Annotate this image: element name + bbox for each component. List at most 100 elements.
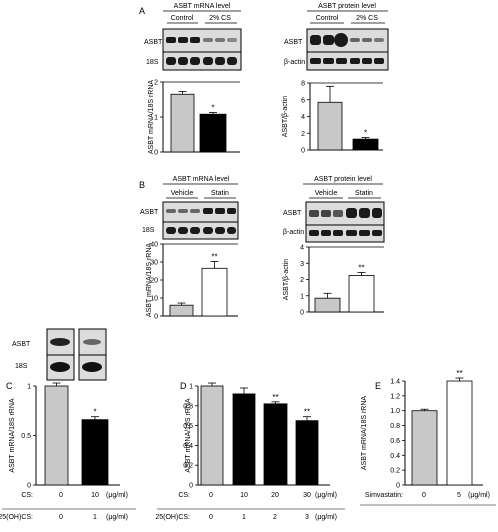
blot-row-label: ASBT bbox=[140, 209, 159, 216]
y-tick-label: 0 bbox=[301, 148, 305, 155]
blot-group-label: 2% CS bbox=[356, 15, 378, 22]
y-axis-label: ASBT mRNA/18S rRNA bbox=[185, 398, 192, 472]
condition-unit: (μg/ml) bbox=[468, 492, 490, 499]
blot-row-label: ASBT bbox=[284, 39, 303, 46]
blot-row-label: β-actin bbox=[284, 59, 305, 66]
bar bbox=[348, 275, 375, 313]
y-tick-label: 1 bbox=[154, 115, 158, 122]
condition-label: 25(OH)CS: bbox=[155, 514, 190, 521]
condition-label: CS: bbox=[21, 492, 33, 499]
y-tick-label: 0.6 bbox=[390, 438, 400, 445]
y-tick-label: 3 bbox=[300, 261, 304, 268]
blot-group-label: Control bbox=[171, 15, 194, 22]
condition-value: 0 bbox=[209, 492, 213, 499]
blot-group-label: Vehicle bbox=[315, 190, 338, 197]
condition-value: 1 bbox=[93, 514, 97, 521]
y-tick-label: 1 bbox=[300, 293, 304, 300]
bar-chart-a-right: 0 2 4 6 8 ASBT/β-actin * bbox=[282, 81, 383, 155]
y-tick-label: 1.4 bbox=[390, 379, 400, 386]
y-axis-label: ASBT/β-actin bbox=[283, 259, 290, 300]
blot-b-protein: ASBT protein level Vehicle Statin ASBT β… bbox=[283, 176, 385, 243]
condition-value: 20 bbox=[271, 492, 279, 499]
condition-value: 0 bbox=[422, 492, 426, 499]
y-tick-label: 10 bbox=[150, 296, 158, 303]
bar bbox=[170, 93, 195, 153]
y-tick-label: 4 bbox=[300, 245, 304, 252]
significance-marker: ** bbox=[211, 252, 217, 261]
condition-value: 0 bbox=[59, 514, 63, 521]
y-axis-label: ASBT mRNA/18S rRNA bbox=[146, 243, 153, 317]
condition-value: 10 bbox=[240, 492, 248, 499]
blot-a-protein: ASBT protein level Control 2% CS ASBT β-… bbox=[284, 3, 389, 71]
panel-letter-b: B bbox=[139, 180, 145, 190]
bar bbox=[200, 385, 224, 486]
blot-group-label: Statin bbox=[211, 190, 229, 197]
y-tick-label: 30 bbox=[150, 260, 158, 267]
blot-row-label: ASBT bbox=[283, 210, 302, 217]
blot-b-mrna: ASBT mRNA level Vehicle Statin ASBT 18S bbox=[140, 176, 239, 240]
y-tick-label: 0 bbox=[300, 310, 304, 317]
y-tick-label: 0.5 bbox=[21, 433, 31, 440]
blot-c: ASBT 18S bbox=[12, 328, 107, 381]
bar bbox=[446, 380, 473, 486]
y-axis-label: ASBT mRNA/18S rRNA bbox=[9, 398, 16, 472]
y-axis-label: ASBT/β-actin bbox=[282, 96, 289, 137]
significance-marker: ** bbox=[358, 264, 364, 273]
y-axis-label: ASBT mRNA/18S rRNA bbox=[148, 80, 155, 154]
blot-group-label: Vehicle bbox=[171, 190, 194, 197]
y-axis-label: ASBT mRNA/18S rRNA bbox=[361, 396, 368, 470]
bar bbox=[169, 304, 194, 317]
panel-letter-d: D bbox=[180, 381, 187, 391]
significance-marker: ** bbox=[456, 369, 462, 378]
y-tick-label: 0.4 bbox=[183, 443, 193, 450]
condition-value: 3 bbox=[305, 514, 309, 521]
blot-group-label: Control bbox=[316, 15, 339, 22]
condition-unit: (μg/ml) bbox=[106, 514, 128, 521]
bar bbox=[44, 385, 69, 486]
bar bbox=[352, 138, 379, 151]
condition-label: CS: bbox=[178, 492, 190, 499]
significance-marker: ** bbox=[304, 408, 310, 417]
panel-letter-c: C bbox=[6, 381, 13, 391]
condition-label: Simvastatin: bbox=[365, 492, 403, 499]
condition-value: 0 bbox=[209, 514, 213, 521]
significance-marker: ** bbox=[272, 393, 278, 402]
condition-label: 25(OH)CS: bbox=[0, 514, 33, 521]
bar bbox=[411, 410, 438, 486]
y-tick-label: 0 bbox=[27, 483, 31, 490]
y-tick-label: 2 bbox=[154, 80, 158, 87]
significance-marker: * bbox=[211, 103, 214, 112]
panel-letter-e: E bbox=[375, 381, 381, 391]
y-tick-label: 0 bbox=[396, 483, 400, 490]
bar bbox=[317, 101, 343, 151]
y-tick-label: 2 bbox=[301, 131, 305, 138]
bar bbox=[295, 420, 319, 486]
bar bbox=[201, 267, 228, 317]
bar bbox=[81, 419, 109, 486]
condition-unit: (μg/ml) bbox=[315, 492, 337, 499]
blot-row-label: 18S bbox=[142, 227, 155, 234]
y-tick-label: 0 bbox=[154, 150, 158, 157]
significance-marker: * bbox=[364, 128, 367, 137]
y-tick-label: 0.6 bbox=[183, 423, 193, 430]
y-tick-label: 4 bbox=[301, 114, 305, 121]
y-tick-label: 0.8 bbox=[183, 403, 193, 410]
bar bbox=[232, 393, 256, 486]
y-tick-label: 40 bbox=[150, 242, 158, 249]
condition-value: 30 bbox=[303, 492, 311, 499]
blot-row-label: 18S bbox=[15, 363, 28, 370]
y-tick-label: 1 bbox=[27, 384, 31, 391]
condition-value: 2 bbox=[273, 514, 277, 521]
y-tick-label: 1.0 bbox=[390, 408, 400, 415]
condition-value: 10 bbox=[91, 492, 99, 499]
blot-row-label: 18S bbox=[146, 59, 159, 66]
bar-chart-e: 0 0.2 0.4 0.6 0.8 1.0 1.2 1.4 ASBT mRNA/18S rRNA… bbox=[360, 369, 496, 506]
bar-chart-d: 0 0.2 0.4 0.6 0.8 1 ASBT mRNA/18S rRNA ** ** CS: 0… bbox=[155, 382, 345, 521]
condition-unit: (μg/ml) bbox=[106, 492, 128, 499]
blot-a-mrna: ASBT mRNA level Control 2% CS ASBT 18S bbox=[144, 3, 242, 71]
bar bbox=[199, 113, 227, 153]
y-tick-label: 0.8 bbox=[390, 423, 400, 430]
